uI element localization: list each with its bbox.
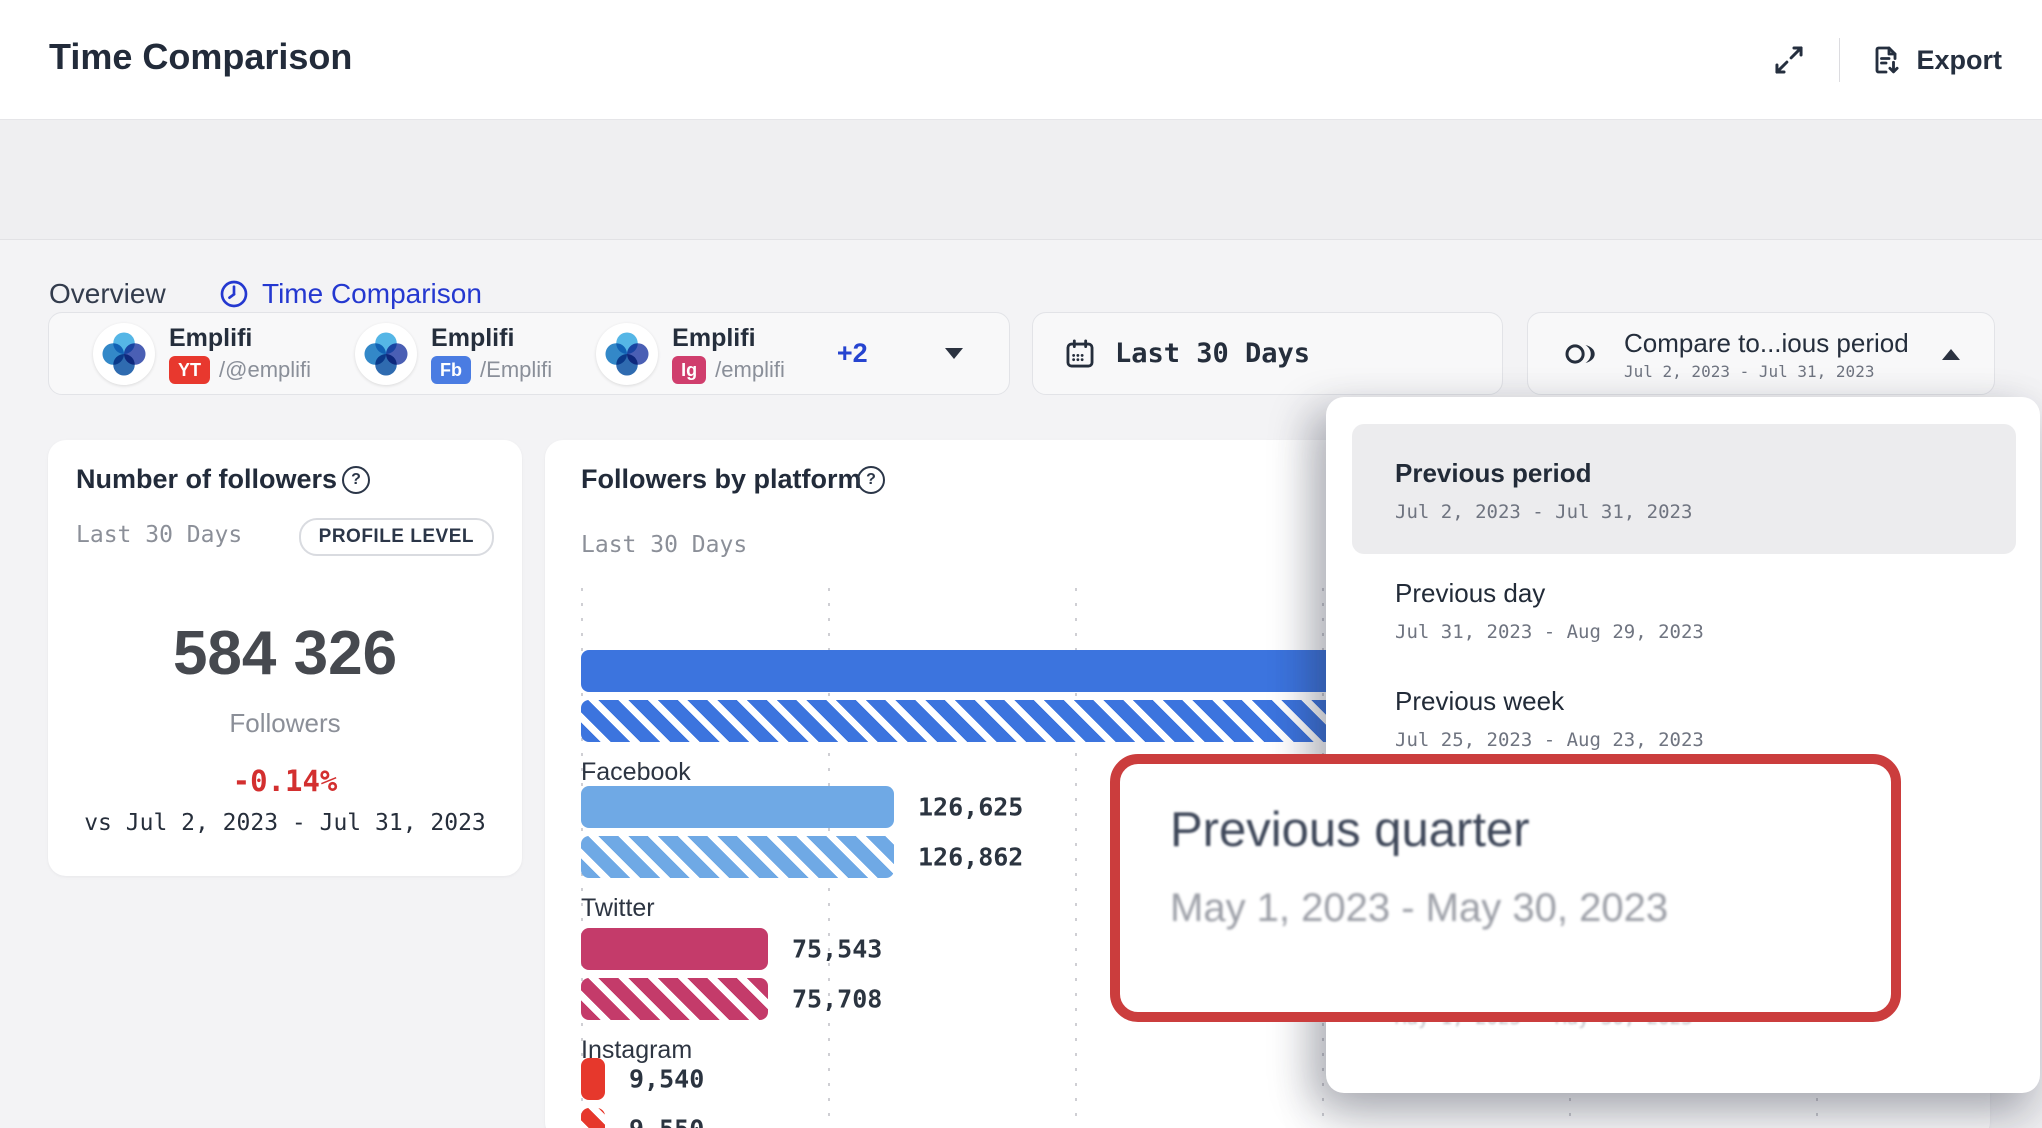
chart-bar-twitter-current[interactable] bbox=[581, 786, 894, 828]
profile-selector[interactable]: Emplifi YT /@emplifi Emplifi Fb bbox=[48, 312, 1010, 395]
chart-gridline bbox=[1075, 588, 1077, 1128]
followers-card-title: Number of followers bbox=[76, 464, 338, 494]
dropdown-item-previous-day[interactable]: Previous day Jul 31, 2023 - Aug 29, 2023 bbox=[1395, 577, 1704, 645]
tab-time-comparison[interactable]: Time Comparison bbox=[218, 278, 482, 310]
profile-handle: /emplifi bbox=[715, 356, 785, 382]
chart-period: Last 30 Days bbox=[581, 532, 748, 558]
followers-card-period: Last 30 Days bbox=[76, 522, 243, 548]
bar-value-label: 126,862 bbox=[918, 842, 1024, 872]
calendar-icon bbox=[1063, 337, 1097, 371]
export-label: Export bbox=[1916, 44, 2002, 75]
profile-item-facebook[interactable]: Emplifi Fb /Emplifi bbox=[355, 322, 553, 385]
bar-value-label: 9,540 bbox=[629, 1064, 705, 1094]
help-icon[interactable] bbox=[857, 466, 885, 494]
dropdown-item-label: Previous day bbox=[1395, 578, 1546, 608]
export-icon bbox=[1868, 42, 1904, 78]
tab-time-comparison-label: Time Comparison bbox=[262, 278, 482, 309]
chart-bar-youtube-previous[interactable] bbox=[581, 1108, 605, 1128]
profile-handle: /@emplifi bbox=[219, 356, 312, 382]
bar-category-label: Facebook bbox=[581, 758, 691, 786]
profile-name: Emplifi bbox=[431, 323, 515, 352]
profile-item-youtube[interactable]: Emplifi YT /@emplifi bbox=[93, 322, 312, 385]
instagram-badge: Ig bbox=[672, 355, 707, 384]
clock-icon bbox=[218, 278, 250, 310]
compare-icon bbox=[1562, 339, 1602, 369]
emplifi-avatar bbox=[596, 322, 659, 385]
help-icon[interactable] bbox=[342, 466, 370, 494]
chart-bar-youtube-current[interactable] bbox=[581, 1058, 605, 1100]
emplifi-avatar bbox=[355, 322, 418, 385]
compare-to-button[interactable]: Compare to...ious period Jul 2, 2023 - J… bbox=[1527, 312, 1995, 395]
followers-total-value: 584 326 bbox=[172, 619, 398, 688]
profile-handle: /Emplifi bbox=[480, 356, 553, 382]
followers-compare-text: vs Jul 2, 2023 - Jul 31, 2023 bbox=[84, 810, 486, 836]
magnified-item-range: May 1, 2023 - May 30, 2023 bbox=[1170, 886, 1669, 930]
chevron-down-icon bbox=[945, 348, 963, 359]
tab-bar: Overview Time Comparison bbox=[0, 120, 2042, 359]
profile-name: Emplifi bbox=[672, 323, 756, 352]
bar-value-label: 75,708 bbox=[792, 984, 883, 1014]
bar-value-label: 75,543 bbox=[792, 934, 883, 964]
more-profiles-count: +2 bbox=[836, 338, 868, 368]
chart-title: Followers by platform bbox=[581, 464, 862, 494]
bar-chart: Facebook 126,625 126,862 Twitter 75,543 75,70… bbox=[545, 440, 1990, 1128]
chart-bar-instagram-previous[interactable] bbox=[581, 978, 768, 1020]
bar-value-label: 9,550 bbox=[629, 1115, 704, 1128]
dropdown-item-label: Previous week bbox=[1395, 686, 1565, 716]
previous-quarter-magnifier-callout: Previous quarter May 1, 2023 - May 30, 2… bbox=[1110, 754, 1901, 1022]
emplifi-avatar bbox=[93, 322, 155, 385]
export-button[interactable]: Export bbox=[1868, 42, 2002, 78]
dropdown-item-range: Jul 31, 2023 - Aug 29, 2023 bbox=[1395, 621, 1704, 643]
profile-level-badge: PROFILE LEVEL bbox=[298, 518, 494, 556]
compare-label: Compare to...ious period bbox=[1624, 327, 1909, 358]
magnified-item-label: Previous quarter bbox=[1170, 803, 1530, 857]
selected-item-highlight bbox=[1352, 424, 2016, 554]
chart-bar-twitter-previous[interactable] bbox=[581, 836, 894, 878]
facebook-badge: Fb bbox=[431, 355, 472, 384]
page-title: Time Comparison bbox=[49, 36, 353, 77]
tab-overview[interactable]: Overview bbox=[49, 278, 166, 310]
followers-card: Number of followers Last 30 Days PROFILE… bbox=[48, 440, 522, 876]
header-actions: Export bbox=[1767, 30, 2002, 90]
chart-bar-instagram-current[interactable] bbox=[581, 928, 768, 970]
compare-range: Jul 2, 2023 - Jul 31, 2023 bbox=[1624, 361, 1875, 381]
page-header: Time Comparison Export bbox=[0, 0, 2042, 120]
tab-overview-label: Overview bbox=[49, 278, 166, 309]
dropdown-item-label: Previous period bbox=[1395, 458, 1592, 488]
bar-category-label: Twitter bbox=[581, 894, 655, 922]
dropdown-item-previous-week[interactable]: Previous week Jul 25, 2023 - Aug 23, 202… bbox=[1395, 685, 1704, 753]
profile-name: Emplifi bbox=[169, 323, 253, 352]
header-divider bbox=[1839, 38, 1841, 82]
expand-button[interactable] bbox=[1767, 38, 1811, 82]
date-range-button[interactable]: Last 30 Days bbox=[1032, 312, 1503, 395]
expand-icon bbox=[1772, 43, 1806, 77]
followers-unit-label: Followers bbox=[229, 708, 341, 738]
youtube-badge: YT bbox=[169, 355, 211, 384]
dropdown-item-previous-period[interactable]: Previous period Jul 2, 2023 - Jul 31, 20… bbox=[1395, 457, 1692, 525]
caret-up-icon bbox=[1942, 349, 1960, 360]
dropdown-item-range: Jul 2, 2023 - Jul 31, 2023 bbox=[1395, 501, 1693, 523]
profile-item-instagram[interactable]: Emplifi Ig /emplifi bbox=[596, 322, 785, 385]
bar-value-label: 126,625 bbox=[918, 792, 1024, 822]
dropdown-item-range: Jul 25, 2023 - Aug 23, 2023 bbox=[1395, 729, 1704, 751]
date-range-label: Last 30 Days bbox=[1115, 338, 1311, 369]
followers-change-percent: -0.14% bbox=[232, 764, 338, 798]
